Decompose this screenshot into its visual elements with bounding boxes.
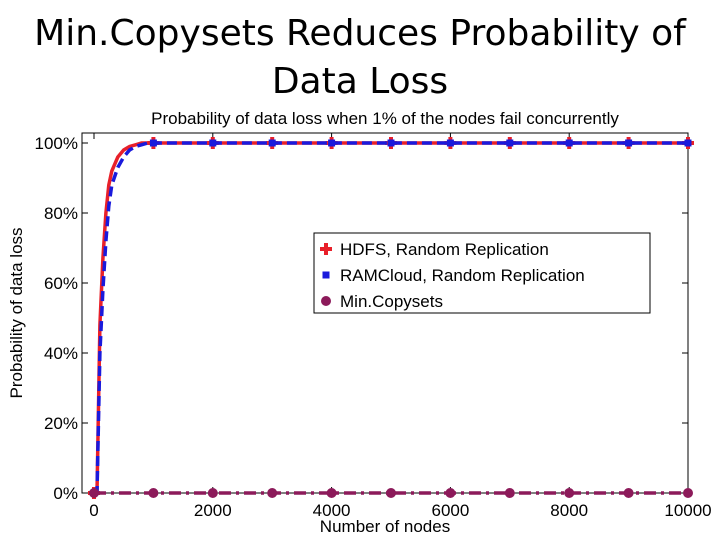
data-point	[148, 488, 159, 498]
slide-title: Min.Copysets Reduces Probability of Data…	[20, 10, 700, 106]
data-point	[565, 139, 573, 147]
series-2	[89, 488, 693, 498]
legend-label: Min.Copysets	[340, 292, 443, 311]
legend-label: RAMCloud, Random Replication	[340, 266, 585, 285]
chart-title: Probability of data loss when 1% of the …	[151, 109, 619, 128]
data-point	[387, 139, 395, 147]
y-tick-label: 100%	[35, 134, 78, 153]
slide-title-line-2: Data Loss	[271, 61, 449, 102]
legend: HDFS, Random Replication RAMCloud, Random…	[313, 232, 651, 314]
legend-marker	[320, 243, 332, 255]
data-point	[623, 488, 634, 498]
data-point	[326, 488, 337, 498]
data-point	[268, 139, 276, 147]
data-point	[683, 488, 693, 498]
data-point	[504, 488, 515, 498]
data-point	[267, 488, 278, 498]
data-point	[506, 139, 514, 147]
x-tick-label: 0	[89, 501, 98, 520]
y-tick-label: 0%	[53, 484, 78, 503]
data-point	[625, 139, 633, 147]
x-tick-label: 4000	[313, 501, 351, 520]
data-point	[446, 139, 454, 147]
data-point	[564, 488, 575, 498]
data-point	[445, 488, 456, 498]
data-point	[149, 139, 157, 147]
y-tick-label: 60%	[44, 274, 78, 293]
legend-marker	[321, 296, 331, 306]
legend-marker	[322, 271, 330, 279]
x-tick-label: 8000	[550, 501, 588, 520]
y-tick-label: 40%	[44, 344, 78, 363]
legend-box	[313, 232, 651, 314]
data-point	[207, 488, 218, 498]
series-line	[94, 141, 688, 495]
y-tick-label: 20%	[44, 414, 78, 433]
x-tick-label: 10000	[664, 501, 711, 520]
x-tick-label: 2000	[194, 501, 232, 520]
x-tick-label: 6000	[431, 501, 469, 520]
data-point	[386, 488, 396, 498]
data-point	[328, 139, 336, 147]
data-point	[89, 488, 99, 498]
series-layer	[88, 137, 694, 499]
ticks: 0 2000 4000 6000 8000 10000 0% 20% 40% 60% 80% 100%	[35, 133, 712, 520]
data-point	[209, 139, 217, 147]
slide-title-line-1: Min.Copysets Reduces Probability of	[34, 13, 686, 54]
y-axis-label: Probability of data loss	[7, 227, 26, 398]
y-tick-label: 80%	[44, 204, 78, 223]
x-axis-label: Number of nodes	[320, 517, 450, 536]
data-point	[684, 139, 692, 147]
legend-label: HDFS, Random Replication	[340, 240, 549, 259]
